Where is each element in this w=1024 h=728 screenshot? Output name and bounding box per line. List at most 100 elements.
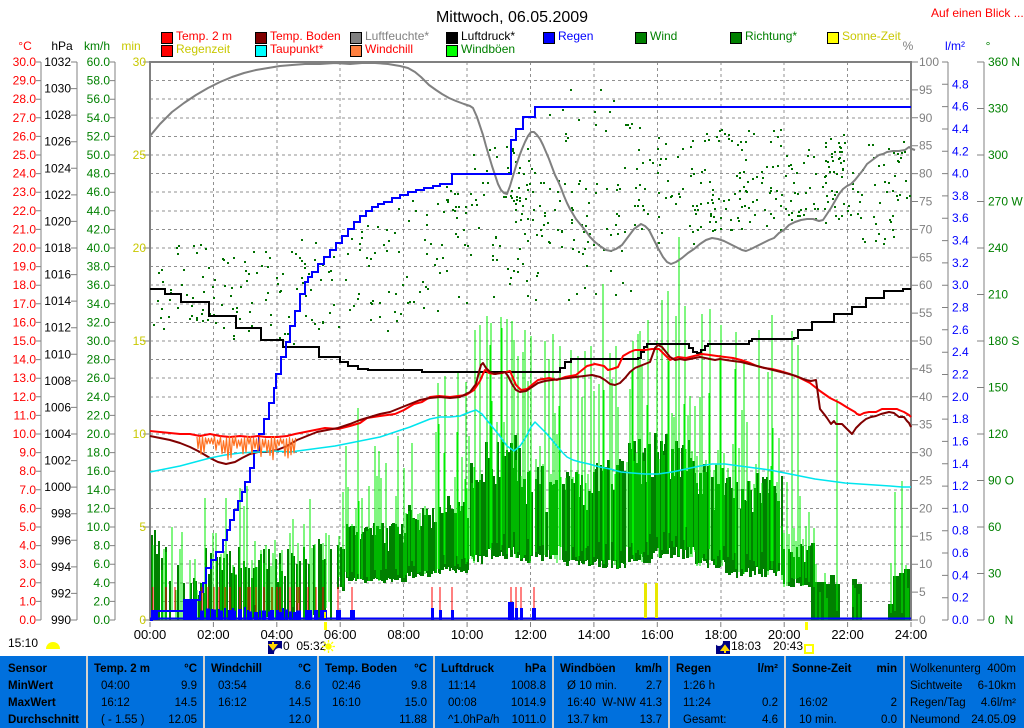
svg-text:1032: 1032	[44, 55, 71, 69]
svg-text:28.0: 28.0	[13, 92, 37, 106]
svg-text:26.0: 26.0	[13, 129, 37, 143]
svg-text:5: 5	[139, 520, 146, 534]
svg-text:12:00: 12:00	[514, 627, 547, 642]
svg-text:4.0: 4.0	[952, 167, 969, 181]
svg-text:55: 55	[919, 306, 933, 320]
svg-text:06:00: 06:00	[324, 627, 357, 642]
svg-text:15: 15	[133, 334, 147, 348]
svg-text:2.0: 2.0	[952, 390, 969, 404]
svg-text:20: 20	[919, 501, 933, 515]
svg-text:0: 0	[139, 613, 146, 627]
svg-text:04:00: 04:00	[261, 627, 294, 642]
svg-text:40.0: 40.0	[87, 241, 111, 255]
svg-text:8.0: 8.0	[19, 464, 36, 478]
svg-text:300: 300	[988, 148, 1008, 162]
svg-text:85: 85	[919, 139, 933, 153]
svg-text:1002: 1002	[44, 454, 71, 468]
svg-text:330: 330	[988, 102, 1008, 116]
svg-text:10: 10	[133, 427, 147, 441]
svg-text:0.0: 0.0	[93, 613, 110, 627]
svg-text:23.0: 23.0	[13, 185, 37, 199]
svg-text:1016: 1016	[44, 268, 71, 282]
svg-text:36.0: 36.0	[87, 278, 111, 292]
svg-text:40: 40	[919, 390, 933, 404]
svg-text:16:00: 16:00	[641, 627, 674, 642]
svg-text:°: °	[986, 39, 991, 53]
svg-text:180 S: 180 S	[988, 334, 1019, 348]
svg-text:1024: 1024	[44, 161, 71, 175]
svg-text:20: 20	[133, 241, 147, 255]
svg-text:3.6: 3.6	[952, 211, 969, 225]
svg-text:13.0: 13.0	[13, 371, 37, 385]
svg-text:1014: 1014	[44, 294, 71, 308]
svg-text:1012: 1012	[44, 321, 71, 335]
svg-text:9.0: 9.0	[19, 446, 36, 460]
svg-text:24.0: 24.0	[13, 167, 37, 181]
svg-text:12.0: 12.0	[87, 501, 111, 515]
svg-text:10:00: 10:00	[451, 627, 484, 642]
svg-text:32.0: 32.0	[87, 315, 111, 329]
svg-text:0.0: 0.0	[952, 613, 969, 627]
svg-text:54.0: 54.0	[87, 111, 111, 125]
svg-text:15.0: 15.0	[13, 334, 37, 348]
svg-text:0.4: 0.4	[952, 568, 969, 582]
svg-text:30: 30	[919, 446, 933, 460]
svg-text:18.0: 18.0	[87, 446, 111, 460]
svg-text:1000: 1000	[44, 480, 71, 494]
svg-text:42.0: 42.0	[87, 222, 111, 236]
svg-text:1028: 1028	[44, 108, 71, 122]
svg-text:994: 994	[51, 560, 71, 574]
svg-text:19.0: 19.0	[13, 260, 37, 274]
svg-text:14.0: 14.0	[13, 353, 37, 367]
svg-text:50: 50	[919, 334, 933, 348]
svg-text:60: 60	[988, 520, 1002, 534]
svg-text:80: 80	[919, 167, 933, 181]
svg-text:4.0: 4.0	[93, 576, 110, 590]
svg-text:%: %	[903, 39, 914, 53]
svg-text:10.0: 10.0	[13, 427, 37, 441]
svg-text:00:00: 00:00	[134, 627, 167, 642]
svg-text:16.0: 16.0	[13, 315, 37, 329]
svg-text:3.0: 3.0	[952, 278, 969, 292]
svg-text:1.8: 1.8	[952, 412, 969, 426]
svg-text:30: 30	[133, 55, 147, 69]
svg-text:38.0: 38.0	[87, 260, 111, 274]
svg-text:20:00: 20:00	[768, 627, 801, 642]
svg-text:20.0: 20.0	[87, 427, 111, 441]
svg-text:996: 996	[51, 533, 71, 547]
svg-text:18.0: 18.0	[13, 278, 37, 292]
svg-text:65: 65	[919, 250, 933, 264]
svg-text:20.0: 20.0	[13, 241, 37, 255]
svg-text:0.2: 0.2	[952, 591, 969, 605]
svg-text:24.0: 24.0	[87, 390, 111, 404]
svg-text:2.0: 2.0	[19, 576, 36, 590]
svg-text:3.4: 3.4	[952, 234, 969, 248]
svg-text:45: 45	[919, 362, 933, 376]
svg-text:44.0: 44.0	[87, 204, 111, 218]
svg-text:52.0: 52.0	[87, 129, 111, 143]
svg-text:30.0: 30.0	[87, 334, 111, 348]
svg-text:1006: 1006	[44, 400, 71, 414]
svg-text:2.0: 2.0	[93, 594, 110, 608]
svg-text:1020: 1020	[44, 214, 71, 228]
svg-text:1030: 1030	[44, 82, 71, 96]
svg-text:1.4: 1.4	[952, 457, 969, 471]
svg-text:46.0: 46.0	[87, 185, 111, 199]
svg-text:48.0: 48.0	[87, 167, 111, 181]
svg-text:95: 95	[919, 83, 933, 97]
svg-text:30: 30	[988, 567, 1002, 581]
svg-text:90: 90	[919, 111, 933, 125]
svg-text:4.6: 4.6	[952, 100, 969, 114]
svg-text:3.2: 3.2	[952, 256, 969, 270]
svg-text:18:00: 18:00	[705, 627, 738, 642]
svg-text:4.4: 4.4	[952, 122, 969, 136]
svg-text:7.0: 7.0	[19, 483, 36, 497]
svg-text:min: min	[121, 39, 140, 53]
svg-text:1.0: 1.0	[952, 501, 969, 515]
svg-text:6.0: 6.0	[19, 501, 36, 515]
svg-text:10.0: 10.0	[87, 520, 111, 534]
svg-text:0 N: 0 N	[988, 613, 1013, 627]
svg-text:1018: 1018	[44, 241, 71, 255]
svg-text:0.0: 0.0	[19, 613, 36, 627]
svg-text:998: 998	[51, 507, 71, 521]
